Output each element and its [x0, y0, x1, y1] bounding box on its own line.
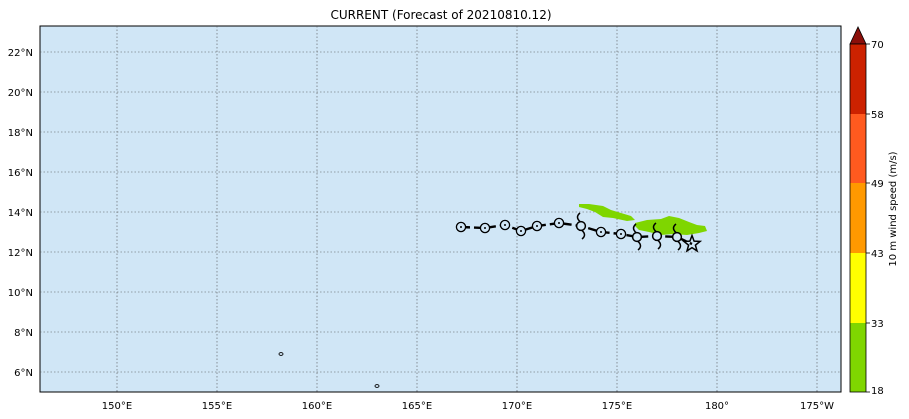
lat-label: 16°N: [8, 168, 33, 179]
colorbar-segment: [850, 323, 866, 392]
lon-label: 175°E: [602, 401, 632, 412]
depression-marker: [595, 226, 607, 238]
colorbar-tick-label: 18: [871, 386, 884, 397]
lat-label: 10°N: [8, 288, 33, 299]
depression-marker: [553, 217, 565, 229]
lat-label: 8°N: [14, 328, 33, 339]
lat-label: 12°N: [8, 248, 33, 259]
colorbar-segment: [850, 253, 866, 323]
colorbar: 70 58 49 43 33 18 10 m wind speed (m/s): [849, 26, 899, 397]
current-position-star: [681, 233, 703, 253]
tropical-storm-symbol: [575, 212, 587, 240]
colorbar-tick-label: 33: [871, 319, 884, 330]
island: [278, 352, 284, 356]
colorbar-segment: [850, 114, 866, 183]
lat-label: 20°N: [8, 88, 33, 99]
ocean-area: [39, 25, 842, 393]
depression-marker: [515, 225, 527, 237]
wind-swath-layer: [579, 204, 707, 235]
lon-label: 155°E: [202, 401, 232, 412]
lon-label: 170°E: [502, 401, 532, 412]
storm-track: [455, 212, 703, 253]
colorbar-ticks: [866, 43, 870, 393]
lat-label: 22°N: [8, 48, 33, 59]
lon-label: 160°E: [302, 401, 332, 412]
depression-marker: [479, 222, 491, 234]
colorbar-tick-label: 49: [871, 179, 884, 190]
graticule: [40, 26, 841, 392]
lat-label: 18°N: [8, 128, 33, 139]
lon-label: 180°: [705, 401, 729, 412]
depression-marker: [455, 221, 467, 233]
colorbar-segment: [850, 44, 866, 114]
map-title: CURRENT (Forecast of 20210810.12): [330, 8, 551, 22]
depression-marker: [615, 228, 627, 240]
depression-marker: [531, 220, 543, 232]
lon-label: 175°W: [800, 401, 834, 412]
lat-label: 14°N: [8, 208, 33, 219]
colorbar-tick-label: 70: [871, 40, 884, 51]
colorbar-extend-arrow: [849, 26, 867, 45]
lon-label: 150°E: [102, 401, 132, 412]
longitude-labels: 150°E 155°E 160°E 165°E 170°E 175°E 180°…: [102, 401, 834, 412]
island-layer: [278, 352, 380, 388]
wind-swath: [635, 216, 707, 235]
lon-label: 165°E: [402, 401, 432, 412]
island: [374, 384, 380, 388]
map-panel: [39, 25, 842, 393]
tropical-storm-symbol: [631, 223, 643, 251]
colorbar-tick-label: 58: [871, 110, 884, 121]
colorbar-segment: [850, 183, 866, 253]
tropical-storm-symbol: [671, 223, 683, 251]
depression-marker: [499, 219, 511, 231]
lat-label: 6°N: [14, 368, 33, 379]
colorbar-tick-label: 43: [871, 249, 884, 260]
colorbar-label: 10 m wind speed (m/s): [888, 151, 899, 266]
colorbar-frame: [849, 43, 867, 393]
latitude-labels: 22°N 20°N 18°N 16°N 14°N 12°N 10°N 8°N 6…: [8, 48, 33, 379]
tropical-storm-symbol: [651, 222, 663, 250]
wind-swath: [579, 204, 635, 221]
